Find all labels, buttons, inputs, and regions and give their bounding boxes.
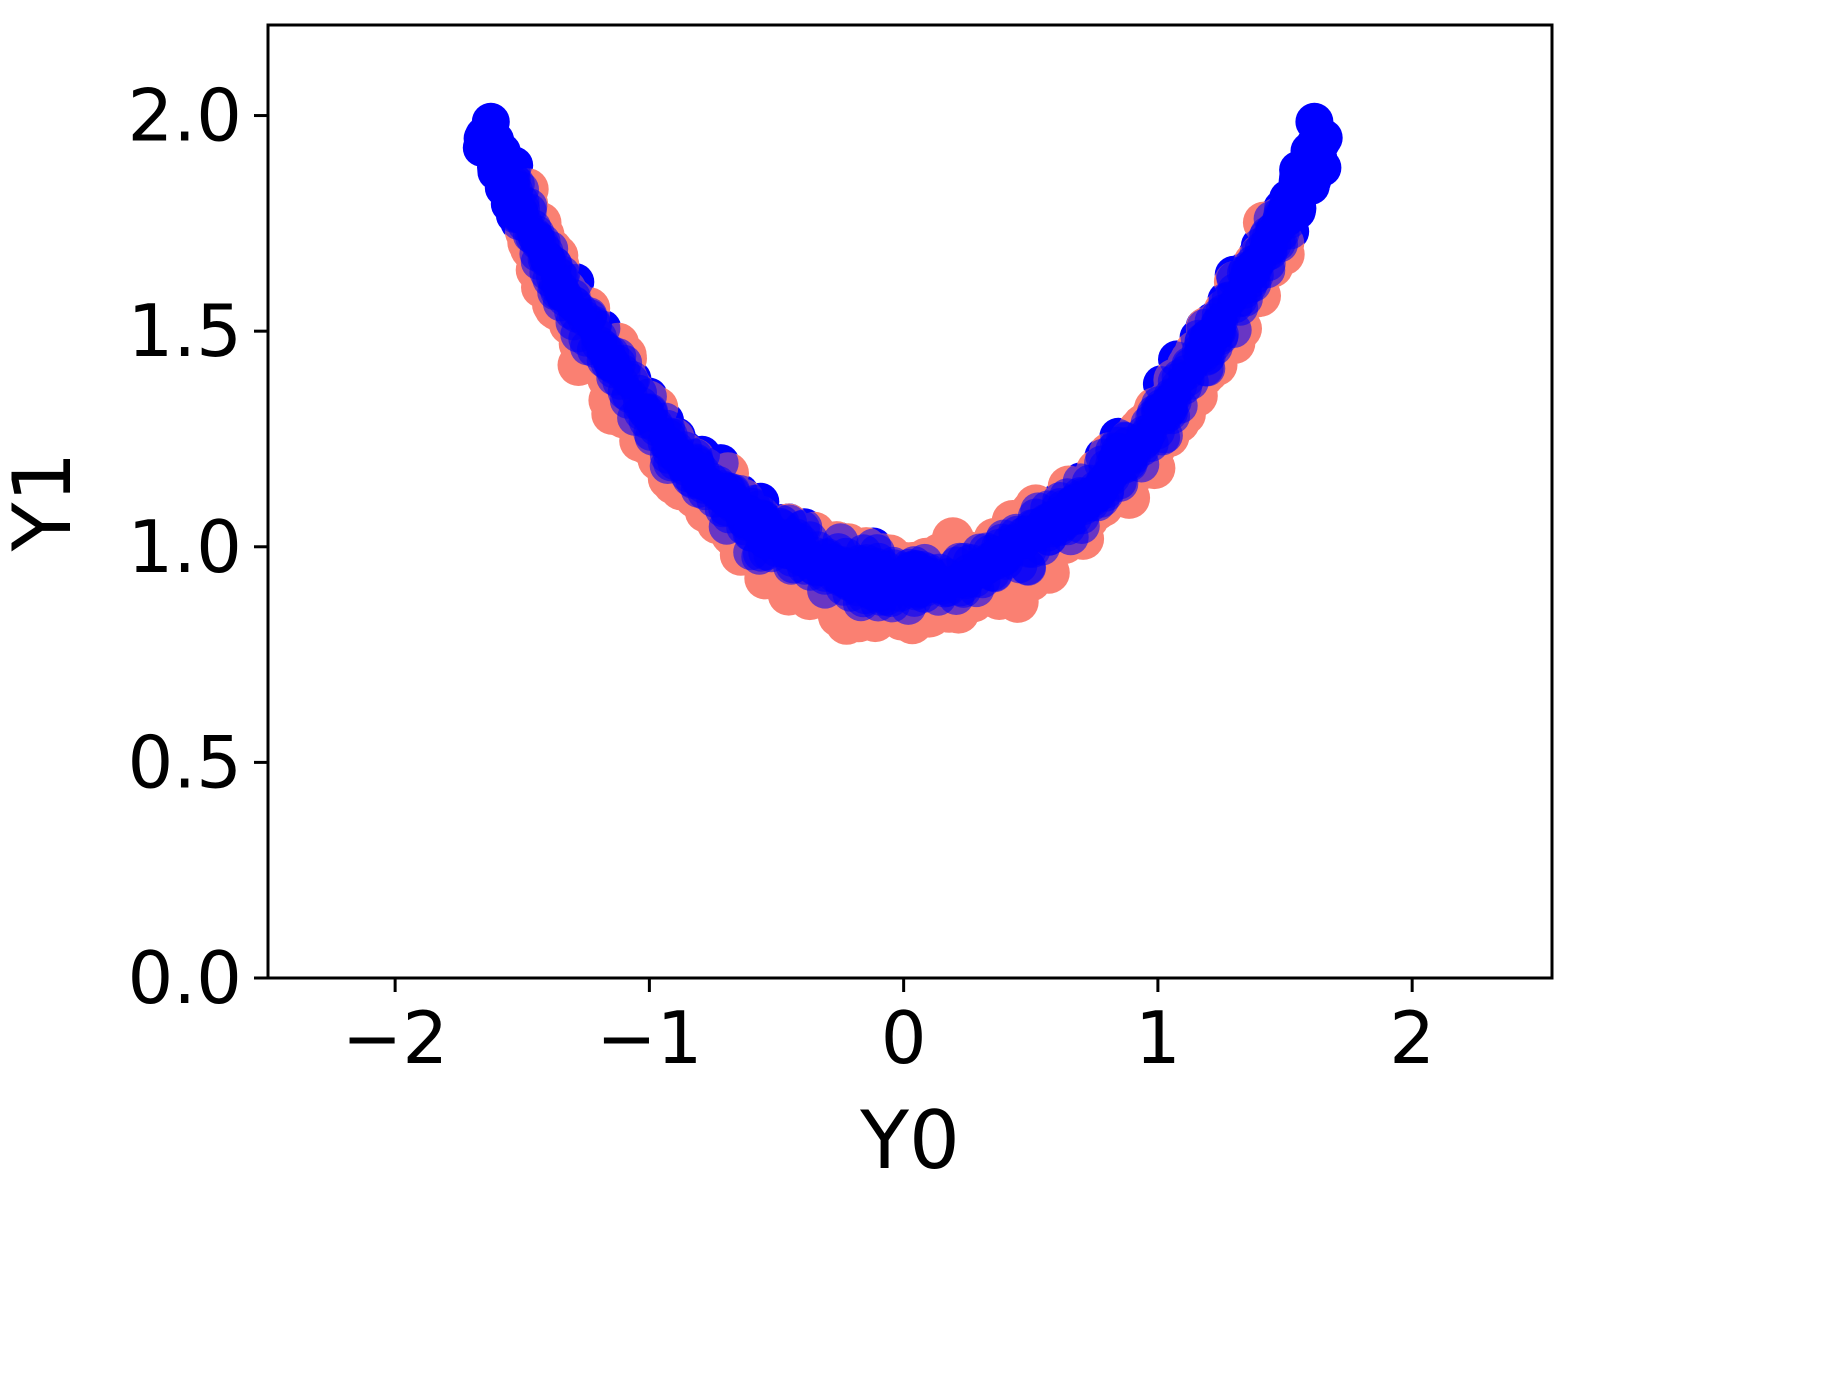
y-axis-ticks: 0.0 0.5 1.0 1.5 2.0 xyxy=(127,74,268,1020)
x-tick-label: −1 xyxy=(596,996,702,1080)
axes xyxy=(266,23,1554,980)
x-tick-label: 1 xyxy=(1135,996,1181,1080)
y-tick-label: 0.5 xyxy=(127,720,242,804)
y-tick-label: 1.0 xyxy=(127,505,242,589)
x-tick-label: −2 xyxy=(342,996,448,1080)
series-blue-overlay xyxy=(463,103,1342,625)
y-axis-label: Y1 xyxy=(0,452,89,553)
y-tick-label: 1.5 xyxy=(127,289,242,373)
x-tick-label: 2 xyxy=(1389,996,1435,1080)
plot-spines xyxy=(266,23,1554,980)
y-tick-label: 2.0 xyxy=(127,74,242,158)
x-axis-ticks: −2 −1 0 1 2 xyxy=(342,978,1435,1080)
y-tick-label: 0.0 xyxy=(127,936,242,1020)
x-axis-label: Y0 xyxy=(859,1094,960,1187)
x-tick-label: 0 xyxy=(881,996,927,1080)
